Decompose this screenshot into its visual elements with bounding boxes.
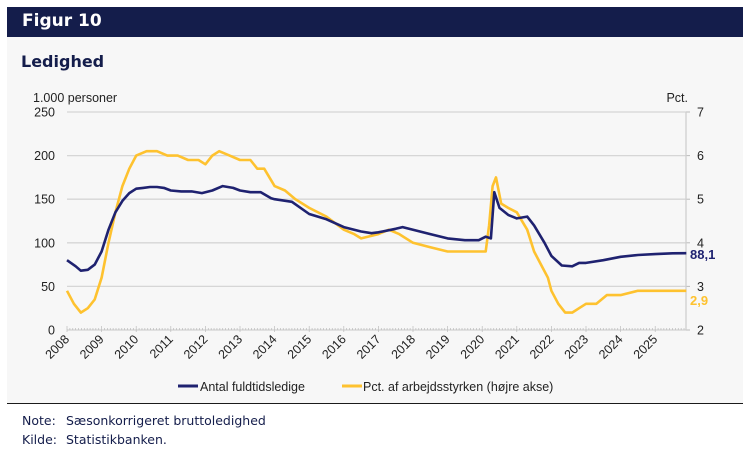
figure-header: Figur 10 bbox=[7, 7, 743, 37]
x-tick-label: 2012 bbox=[181, 332, 211, 362]
x-tick-label: 2024 bbox=[596, 332, 626, 362]
x-tick-label: 2011 bbox=[147, 332, 176, 361]
figure-label: Figur 10 bbox=[22, 11, 102, 31]
y-tick-label-left: 200 bbox=[34, 149, 55, 163]
chart-panel: Ledighed bbox=[7, 37, 743, 404]
y-tick-label-right: 2 bbox=[697, 324, 704, 338]
y-tick-label-left: 50 bbox=[41, 280, 55, 294]
x-tick-label: 2013 bbox=[216, 332, 246, 362]
source-line: Kilde: Statistikbanken. bbox=[22, 432, 167, 447]
x-tick-label: 2019 bbox=[423, 332, 453, 362]
series-line-pct bbox=[65, 149, 687, 314]
end-label-pct: 2,9 bbox=[690, 293, 708, 308]
y-tick-label-right: 3 bbox=[697, 280, 704, 294]
chart-title: Ledighed bbox=[21, 52, 105, 71]
source-text: Statistikbanken. bbox=[66, 432, 167, 447]
x-tick-label: 2010 bbox=[112, 332, 142, 362]
legend-label-antal: Antal fuldtidsledige bbox=[200, 380, 305, 394]
y-tick-label-right: 7 bbox=[697, 106, 704, 120]
legend-label-pct: Pct. af arbejdsstyrken (højre akse) bbox=[363, 380, 553, 394]
y-tick-label-left: 100 bbox=[34, 236, 55, 250]
series-line-antal bbox=[66, 184, 687, 273]
y-tick-label-right: 4 bbox=[697, 236, 704, 250]
x-tick-label: 2014 bbox=[250, 332, 280, 362]
x-tick-label: 2016 bbox=[319, 332, 349, 362]
x-tick-label: 2017 bbox=[354, 332, 384, 362]
note-label: Note: bbox=[22, 413, 56, 428]
x-tick-label: 2008 bbox=[43, 332, 73, 362]
x-tick-label: 2015 bbox=[285, 332, 315, 362]
left-axis-label: 1.000 personer bbox=[33, 91, 117, 105]
end-label-antal: 88,1 bbox=[690, 247, 715, 262]
y-tick-label-right: 5 bbox=[697, 193, 704, 207]
x-tick-label: 2018 bbox=[389, 332, 419, 362]
source-label: Kilde: bbox=[22, 432, 57, 447]
note-text: Sæsonkorrigeret bruttoledighed bbox=[66, 413, 266, 428]
x-tick-label: 2025 bbox=[631, 332, 661, 362]
x-tick-label: 2009 bbox=[77, 332, 107, 362]
x-tick-label: 2021 bbox=[492, 332, 522, 362]
y-tick-label-left: 250 bbox=[34, 106, 55, 120]
y-tick-label-left: 150 bbox=[34, 193, 55, 207]
x-tick-label: 2022 bbox=[527, 332, 557, 362]
right-axis-label: Pct. bbox=[666, 91, 688, 105]
x-tick-label: 2020 bbox=[458, 332, 488, 362]
y-tick-label-right: 6 bbox=[697, 149, 704, 163]
note-line: Note: Sæsonkorrigeret bruttoledighed bbox=[22, 413, 266, 428]
x-tick-label: 2023 bbox=[562, 332, 592, 362]
y-tick-label-left: 0 bbox=[48, 324, 55, 338]
